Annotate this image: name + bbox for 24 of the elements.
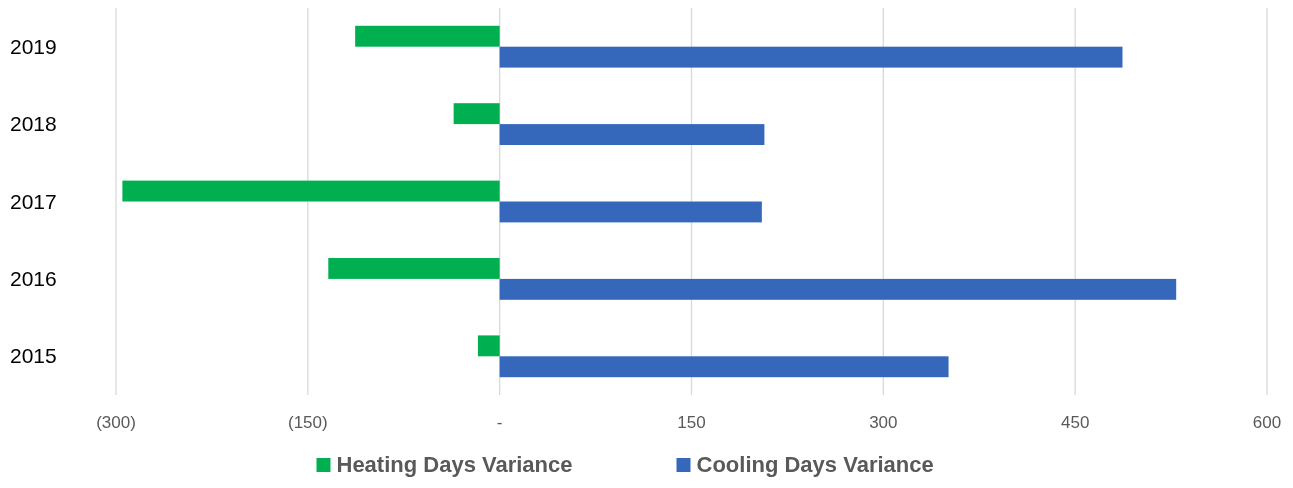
bar bbox=[499, 278, 1177, 300]
legend-label: Cooling Days Variance bbox=[696, 452, 934, 477]
y-tick-label: 2017 bbox=[10, 189, 57, 213]
y-tick-label: 2019 bbox=[10, 34, 57, 58]
x-tick-label: 600 bbox=[1252, 413, 1282, 432]
bar bbox=[499, 201, 762, 223]
y-tick-label: 2016 bbox=[10, 266, 57, 290]
y-tick-label: 2015 bbox=[10, 344, 57, 368]
bar bbox=[355, 25, 500, 47]
bar bbox=[477, 335, 500, 357]
bar bbox=[499, 46, 1123, 68]
bar bbox=[328, 258, 500, 279]
x-tick-label: (150) bbox=[287, 413, 328, 432]
bar bbox=[499, 124, 765, 145]
x-tick-label: 150 bbox=[677, 413, 706, 432]
legend-label: Heating Days Variance bbox=[336, 452, 573, 477]
x-tick-label: 300 bbox=[869, 413, 898, 432]
y-tick-label: 2018 bbox=[10, 112, 57, 136]
bar bbox=[499, 356, 949, 378]
bar bbox=[122, 180, 500, 202]
x-tick-label: 450 bbox=[1060, 413, 1090, 432]
x-tick-label: - bbox=[496, 413, 503, 432]
x-tick-label: (300) bbox=[96, 413, 136, 432]
bar bbox=[453, 103, 500, 125]
